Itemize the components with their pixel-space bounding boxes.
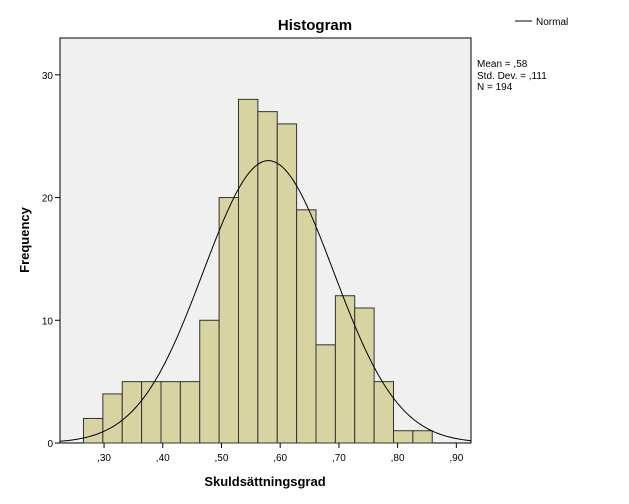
y-tick-label-0: 0 xyxy=(47,439,53,450)
y-axis-label: Frequency xyxy=(17,206,32,273)
histogram-bar-5 xyxy=(179,381,201,444)
y-axis: 0 10 20 30 xyxy=(42,71,60,450)
histogram-bar-8 xyxy=(237,98,259,444)
histogram-bar-3 xyxy=(141,381,162,444)
histogram-bar-17 xyxy=(412,430,433,444)
x-tick-label-6: ,90 xyxy=(449,453,463,464)
histogram-bar-16 xyxy=(392,430,414,444)
x-tick-label-3: ,60 xyxy=(273,453,287,464)
histogram-bar-15 xyxy=(373,381,394,444)
histogram-bar-7 xyxy=(218,197,239,444)
histogram-bar-6 xyxy=(199,319,220,444)
normal-curve xyxy=(59,160,472,442)
stats-n: N = 194 xyxy=(477,82,513,93)
y-tick-label-1: 10 xyxy=(42,316,54,327)
histogram-bar-11 xyxy=(296,209,317,444)
x-tick-label-2: ,50 xyxy=(215,453,229,464)
x-tick-label-1: ,40 xyxy=(156,453,170,464)
histogram-bar-12 xyxy=(315,344,336,444)
y-tick-label-2: 20 xyxy=(42,194,54,205)
x-tick-label-4: ,70 xyxy=(332,453,346,464)
stats-mean: Mean = ,58 xyxy=(477,59,528,70)
histogram-bar-4 xyxy=(160,381,181,444)
x-axis-label: Skuldsättningsgrad xyxy=(204,474,325,489)
legend: Normal xyxy=(515,17,568,28)
histogram-bar-1 xyxy=(102,393,123,444)
x-tick-label-0: ,30 xyxy=(97,453,111,464)
x-tick-label-5: ,80 xyxy=(391,453,405,464)
stats-std-dev: Std. Dev. = ,111 xyxy=(477,71,547,82)
histogram-bar-14 xyxy=(354,307,375,444)
histogram-bar-2 xyxy=(121,381,143,444)
y-tick-label-3: 30 xyxy=(42,71,54,82)
stats-box: Mean = ,58 Std. Dev. = ,111 N = 194 xyxy=(477,59,547,93)
histogram-bar-0 xyxy=(82,417,104,444)
x-axis: ,30 ,40 ,50 ,60 ,70 ,80 ,90 xyxy=(97,443,464,464)
bars-group xyxy=(82,98,433,444)
legend-label: Normal xyxy=(536,17,568,28)
chart-title: Histogram xyxy=(278,17,352,34)
